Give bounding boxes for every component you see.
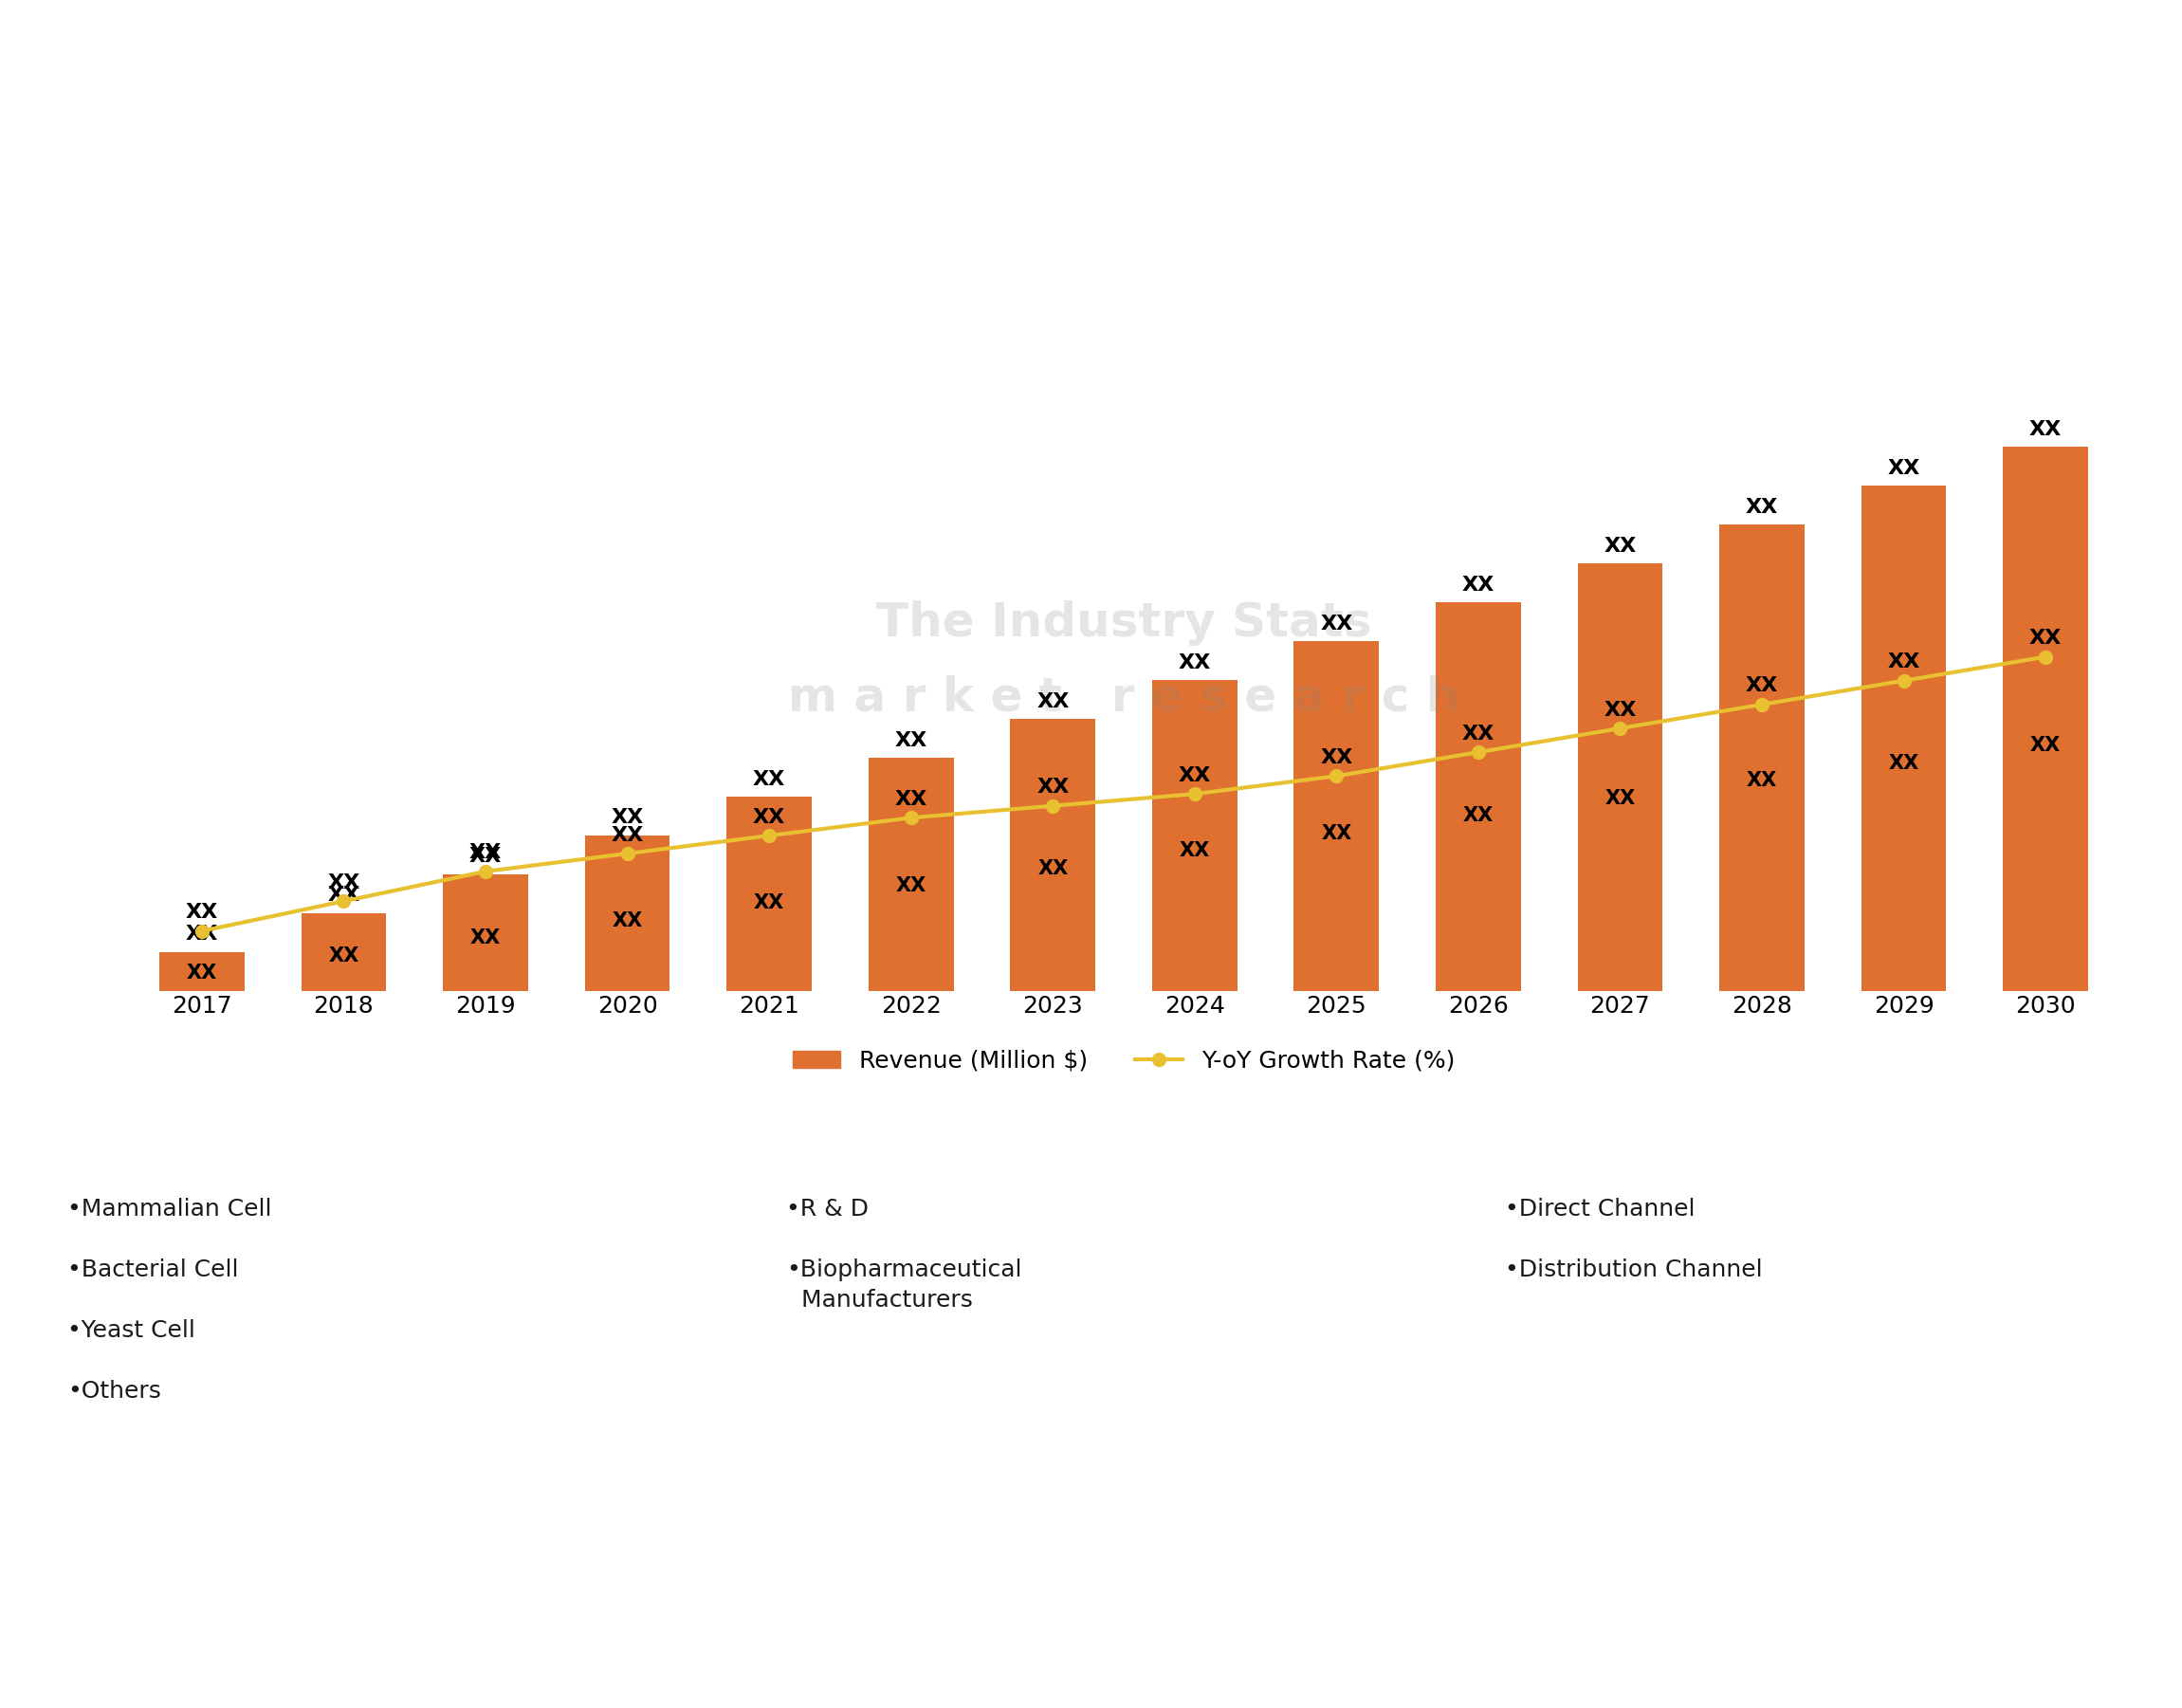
Text: XX: XX [469, 929, 502, 948]
Text: Email: sales@theindustrystats.com: Email: sales@theindustrystats.com [868, 1636, 1314, 1660]
Text: XX: XX [2029, 420, 2062, 439]
Text: XX: XX [1462, 724, 1495, 743]
Text: XX: XX [327, 946, 360, 965]
Text: XX: XX [1746, 676, 1778, 695]
Text: Source: Theindustrystats Analysis: Source: Theindustrystats Analysis [148, 1636, 580, 1660]
Bar [1294, 640, 1379, 991]
Bar [1436, 601, 1521, 991]
Text: XX: XX [327, 886, 360, 905]
Text: XX: XX [1746, 497, 1778, 516]
Text: •R & D: •R & D [786, 1197, 868, 1221]
Text: XX: XX [1178, 765, 1211, 786]
Text: XX: XX [895, 876, 927, 895]
Text: XX: XX [1320, 823, 1353, 842]
Text: XX: XX [611, 808, 644, 827]
Text: Application: Application [1017, 1093, 1165, 1120]
Text: XX: XX [1462, 576, 1495, 594]
Text: Sales Channels: Sales Channels [1709, 1093, 1909, 1120]
Text: XX: XX [1462, 806, 1495, 825]
Bar [1719, 524, 1805, 991]
Bar [1010, 719, 1095, 991]
Text: XX: XX [2029, 736, 2062, 755]
Bar [1578, 564, 1663, 991]
Text: XX: XX [611, 910, 644, 931]
Text: XX: XX [1887, 753, 1920, 772]
Bar [585, 835, 670, 991]
Bar [443, 874, 528, 991]
Text: XX: XX [1887, 459, 1920, 478]
Text: XX: XX [753, 808, 786, 827]
Bar [727, 796, 812, 991]
Text: XX: XX [185, 904, 218, 922]
Bar [2003, 446, 2088, 991]
Text: •Others: •Others [68, 1380, 161, 1402]
Text: XX: XX [469, 844, 502, 863]
Text: XX: XX [1604, 789, 1636, 808]
Text: XX: XX [895, 731, 927, 750]
Text: Product Types: Product Types [281, 1093, 463, 1120]
Text: Fig. Global Single-Use Bioreactors Market Status and Outlook: Fig. Global Single-Use Bioreactors Marke… [33, 32, 1036, 61]
Text: •Direct Channel: •Direct Channel [1506, 1197, 1695, 1221]
Text: XX: XX [469, 847, 502, 866]
Bar [868, 757, 954, 991]
Text: XX: XX [1178, 652, 1211, 671]
Text: •Bacterial Cell: •Bacterial Cell [68, 1259, 238, 1281]
Text: XX: XX [185, 926, 218, 945]
Text: XX: XX [1036, 859, 1069, 878]
Text: XX: XX [327, 873, 360, 892]
Text: •Yeast Cell: •Yeast Cell [68, 1319, 196, 1342]
Text: XX: XX [2029, 629, 2062, 647]
Text: XX: XX [185, 963, 218, 982]
Bar [1861, 485, 1946, 991]
Text: The Industry Stats
m a r k e t   r e s e a r c h: The Industry Stats m a r k e t r e s e a… [788, 600, 1460, 721]
Text: •Biopharmaceutical
  Manufacturers: •Biopharmaceutical Manufacturers [786, 1259, 1021, 1312]
Text: XX: XX [753, 893, 786, 912]
Text: XX: XX [1604, 536, 1636, 555]
Text: •Mammalian Cell: •Mammalian Cell [68, 1197, 273, 1221]
Legend: Revenue (Million $), Y-oY Growth Rate (%): Revenue (Million $), Y-oY Growth Rate (%… [783, 1040, 1464, 1081]
Text: •Distribution Channel: •Distribution Channel [1506, 1259, 1763, 1281]
Bar [1152, 680, 1237, 991]
Bar [301, 912, 386, 991]
Text: XX: XX [611, 825, 644, 844]
Text: XX: XX [1178, 842, 1211, 861]
Text: XX: XX [1320, 615, 1353, 634]
Text: XX: XX [1320, 748, 1353, 767]
Text: XX: XX [1036, 777, 1069, 798]
Text: XX: XX [1036, 692, 1069, 711]
Text: XX: XX [753, 770, 786, 789]
Text: Website: www.theindustrystats.com: Website: www.theindustrystats.com [1588, 1636, 2049, 1660]
Text: XX: XX [895, 789, 927, 810]
Text: XX: XX [1746, 772, 1778, 791]
Text: XX: XX [1604, 700, 1636, 719]
Bar [159, 951, 244, 991]
Text: XX: XX [1887, 652, 1920, 671]
